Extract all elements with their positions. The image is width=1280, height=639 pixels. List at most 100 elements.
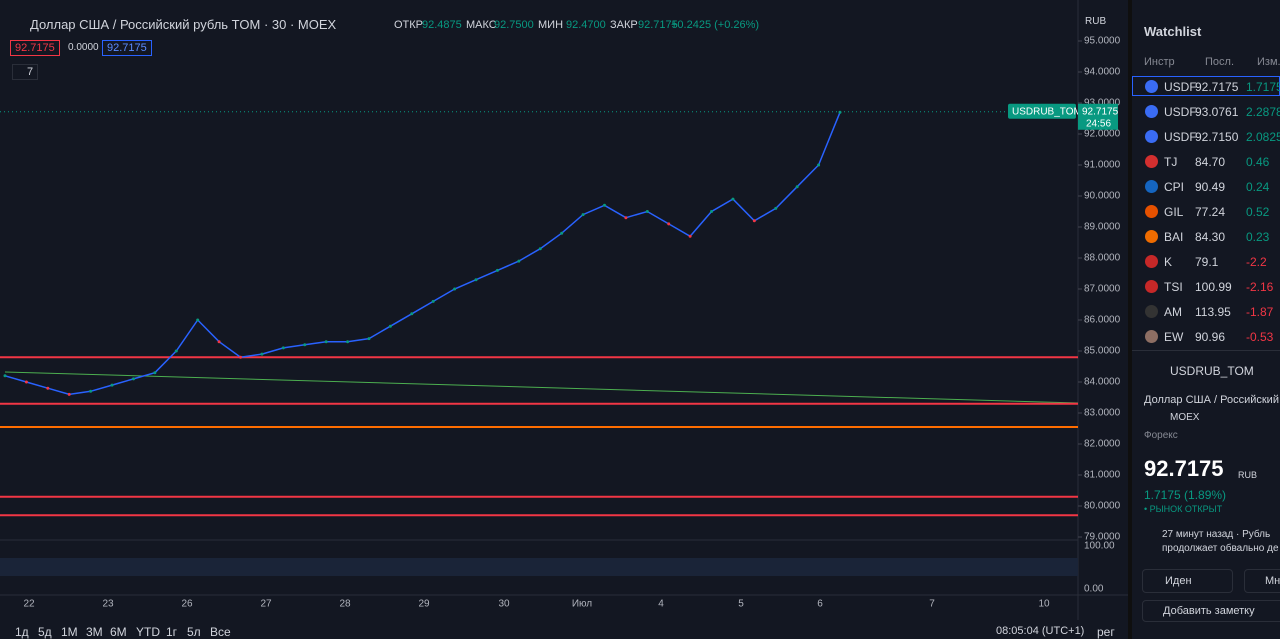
price-point <box>710 210 714 213</box>
price-point <box>795 185 799 189</box>
detail-change: 1.7175 (1.89%) <box>1144 488 1227 502</box>
row-symbol[interactable]: USDF <box>1164 80 1197 94</box>
range-button[interactable]: 3М <box>86 625 103 639</box>
y-tick-label: 86.0000 <box>1084 315 1121 326</box>
price-point <box>838 110 842 114</box>
row-symbol[interactable]: BAI <box>1164 230 1184 244</box>
row-change[interactable]: 2.2878 <box>1246 105 1280 119</box>
row-last[interactable]: 84.30 <box>1195 230 1226 244</box>
price-point <box>667 222 671 226</box>
mine-button[interactable]: Мне <box>1244 569 1280 593</box>
price-tag <box>1078 103 1118 130</box>
row-symbol[interactable]: USDF <box>1164 105 1197 119</box>
row-change[interactable]: 2.0825 <box>1246 130 1280 144</box>
trend-line <box>4 371 1079 404</box>
idea-button[interactable]: Иден <box>1142 569 1233 593</box>
x-tick-label: Июл <box>572 599 592 610</box>
row-symbol[interactable]: GIL <box>1164 205 1184 219</box>
x-tick-label: 28 <box>339 599 351 610</box>
price-point <box>495 268 499 272</box>
row-last[interactable]: 84.70 <box>1195 155 1226 169</box>
row-change[interactable]: -0.53 <box>1246 330 1274 344</box>
row-icon <box>1145 80 1158 93</box>
price-line <box>4 112 841 396</box>
range-button[interactable]: 1д <box>15 625 29 639</box>
row-symbol[interactable]: EW <box>1164 330 1184 344</box>
ask-box: 92.7175 <box>102 40 152 56</box>
x-tick-label: 4 <box>658 599 664 610</box>
price-point <box>196 318 200 322</box>
row-last[interactable]: 93.0761 <box>1195 105 1239 119</box>
y-tick-label: 83.0000 <box>1084 408 1121 419</box>
x-tick-label: 29 <box>418 599 430 610</box>
row-icon <box>1145 130 1158 143</box>
news[interactable]: 27 минут назад · Рубль продолжает обваль… <box>1162 529 1279 554</box>
row-symbol[interactable]: K <box>1164 255 1173 269</box>
ohlc-value: 92.7500 <box>494 19 534 31</box>
row-last[interactable]: 100.99 <box>1195 280 1232 294</box>
price-point <box>538 247 542 251</box>
note-button[interactable]: Добавить заметку <box>1142 600 1280 622</box>
row-icon <box>1145 230 1158 243</box>
price-point <box>367 337 371 341</box>
ohlc-label: МАКС <box>466 19 497 31</box>
row-change[interactable]: 0.52 <box>1246 205 1270 219</box>
row-last[interactable]: 77.24 <box>1195 205 1226 219</box>
row-symbol[interactable]: USDF <box>1164 130 1197 144</box>
row-last[interactable]: 113.95 <box>1195 305 1231 319</box>
price-point <box>474 278 478 282</box>
row-last[interactable]: 90.49 <box>1195 180 1226 194</box>
price-point <box>3 374 7 378</box>
range-button[interactable]: Все <box>210 625 231 639</box>
row-change[interactable]: 0.23 <box>1246 230 1270 244</box>
mode[interactable]: рег <box>1097 625 1115 639</box>
oscillator-band <box>0 558 1078 576</box>
x-tick-label: 6 <box>817 599 823 610</box>
price-point <box>281 346 285 350</box>
side-panel <box>1132 0 1280 639</box>
row-symbol[interactable]: TJ <box>1164 155 1178 169</box>
range-button[interactable]: 1М <box>61 625 78 639</box>
y-tick-label: 91.0000 <box>1084 160 1121 171</box>
column-header: Посл. <box>1205 56 1234 68</box>
range-button[interactable]: 1г <box>166 625 178 639</box>
chart-bg <box>0 0 1128 639</box>
y-tick-label: 90.0000 <box>1084 191 1121 202</box>
ohlc-change: +0.2425 (+0.26%) <box>671 19 760 31</box>
price-point <box>239 355 243 359</box>
range-button[interactable]: 5д <box>38 625 52 639</box>
row-symbol[interactable]: TSI <box>1164 280 1183 294</box>
ohlc-value: 92.4700 <box>566 19 606 31</box>
row-change[interactable]: -1.87 <box>1246 305 1274 319</box>
range-button[interactable]: 6М <box>110 625 127 639</box>
detail-exchange: MOEX <box>1170 412 1200 423</box>
ohlc-label: ОТКР <box>394 19 424 31</box>
detail-name: Доллар США / Российский ру <box>1144 394 1280 406</box>
row-change[interactable]: -2.2 <box>1246 255 1267 269</box>
indicators-toggle[interactable]: 7 <box>12 64 39 80</box>
x-tick-label: 7 <box>929 599 935 610</box>
chart: 95.0000 94.0000 93.0000 92.0000 91.0000 90.00… <box>0 0 1128 639</box>
y-tick-label: 92.0000 <box>1084 129 1121 140</box>
y-tick-label: 94.0000 <box>1084 67 1121 78</box>
row-last[interactable]: 92.7175 <box>1195 80 1239 94</box>
price-point <box>624 216 628 220</box>
row-change[interactable]: 0.46 <box>1246 155 1270 169</box>
y-tick-label: 93.0000 <box>1084 98 1121 109</box>
y-tick-label: 81.0000 <box>1084 470 1121 481</box>
row-change[interactable]: 1.7175 <box>1246 80 1280 94</box>
row-symbol[interactable]: AM <box>1164 305 1182 319</box>
x-tick-label: 23 <box>102 599 114 610</box>
row-last[interactable]: 92.7150 <box>1195 130 1239 144</box>
row-last[interactable]: 90.96 <box>1195 330 1226 344</box>
row-symbol[interactable]: CPI <box>1164 180 1185 194</box>
y-tick-label: 84.0000 <box>1084 377 1121 388</box>
row-change[interactable]: -2.16 <box>1246 280 1274 294</box>
row-change[interactable]: 0.24 <box>1246 180 1270 194</box>
sep <box>1132 350 1280 351</box>
range-button[interactable]: YTD <box>136 625 160 639</box>
y-tick-label: 95.0000 <box>1084 36 1121 47</box>
row-last[interactable]: 79.1 <box>1195 255 1219 269</box>
range-button[interactable]: 5л <box>187 625 201 639</box>
